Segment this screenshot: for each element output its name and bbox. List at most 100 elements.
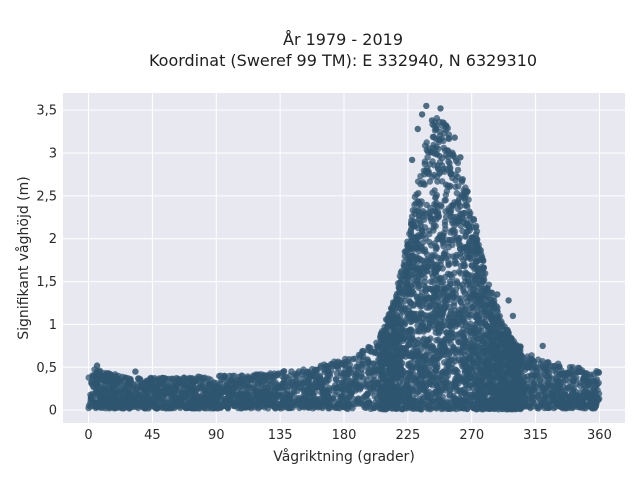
data-point <box>137 376 144 384</box>
data-point <box>441 197 448 204</box>
data-point <box>468 352 475 359</box>
data-point <box>253 387 261 395</box>
data-point <box>217 380 224 387</box>
data-point <box>440 232 447 239</box>
data-point <box>472 243 479 250</box>
data-point <box>111 371 119 378</box>
data-point <box>481 360 489 368</box>
data-point <box>406 289 413 296</box>
data-point <box>436 128 444 135</box>
data-point <box>526 359 533 366</box>
data-point <box>430 294 438 302</box>
data-point <box>472 291 479 299</box>
data-point <box>408 213 416 220</box>
data-point <box>414 208 422 215</box>
data-point <box>306 394 313 401</box>
data-point <box>416 328 423 335</box>
data-point <box>263 376 270 383</box>
data-point <box>258 389 266 397</box>
data-point <box>188 375 195 382</box>
data-point <box>225 384 233 391</box>
data-point <box>537 398 544 406</box>
data-point <box>556 395 563 402</box>
data-point <box>533 383 540 390</box>
data-point <box>427 319 434 326</box>
data-point <box>460 288 467 295</box>
data-point <box>420 213 427 220</box>
data-point <box>451 311 459 319</box>
data-point <box>376 351 384 359</box>
data-point <box>367 405 374 412</box>
data-point <box>424 256 431 263</box>
data-point <box>432 202 440 209</box>
data-point <box>445 252 452 260</box>
data-point <box>254 379 262 387</box>
data-point <box>431 162 438 169</box>
data-point <box>500 330 507 338</box>
data-point <box>419 322 427 329</box>
data-point <box>415 280 422 287</box>
data-point <box>421 278 429 286</box>
data-point <box>185 396 192 403</box>
data-point <box>357 383 365 391</box>
data-point <box>414 322 421 329</box>
data-point <box>287 404 294 412</box>
data-point <box>434 178 441 185</box>
data-point <box>478 281 485 288</box>
data-point <box>446 351 453 358</box>
data-point <box>217 372 224 379</box>
data-point <box>517 404 525 411</box>
data-point <box>238 372 245 379</box>
data-point <box>487 368 495 375</box>
data-point <box>478 286 485 293</box>
data-point <box>507 371 514 378</box>
data-point <box>417 219 424 226</box>
data-point <box>467 394 475 401</box>
data-point <box>172 391 179 398</box>
data-point <box>415 336 422 344</box>
data-point <box>311 366 319 373</box>
data-point <box>553 370 560 378</box>
data-point <box>520 374 528 382</box>
data-point <box>462 269 469 276</box>
data-point <box>530 378 538 386</box>
data-point <box>566 364 574 371</box>
data-point <box>433 382 440 389</box>
data-point <box>449 290 456 297</box>
data-point <box>478 253 486 261</box>
data-point <box>422 287 430 294</box>
data-point <box>418 257 425 264</box>
data-point <box>374 344 381 351</box>
data-point <box>475 364 483 371</box>
data-point <box>541 365 548 372</box>
data-point <box>203 387 210 394</box>
data-point <box>411 313 418 320</box>
data-point <box>433 348 441 355</box>
data-point <box>445 260 453 268</box>
data-point <box>452 379 459 387</box>
data-point <box>321 392 328 399</box>
data-point <box>407 375 414 382</box>
data-point <box>441 147 449 154</box>
data-point <box>432 301 439 308</box>
data-point <box>368 379 376 386</box>
data-point <box>463 368 471 376</box>
data-point <box>460 262 467 270</box>
data-point <box>397 269 405 276</box>
data-point <box>475 354 482 361</box>
data-point <box>366 366 373 373</box>
data-point <box>447 322 454 330</box>
data-point <box>377 330 385 337</box>
data-point <box>211 404 218 411</box>
data-point <box>433 365 440 373</box>
data-point <box>429 264 436 271</box>
data-point <box>592 403 600 410</box>
data-point <box>494 304 501 311</box>
data-point <box>333 376 340 383</box>
data-point <box>479 319 487 326</box>
data-point <box>226 372 233 380</box>
data-point <box>85 404 92 412</box>
data-point <box>446 405 453 412</box>
data-point <box>457 295 464 302</box>
